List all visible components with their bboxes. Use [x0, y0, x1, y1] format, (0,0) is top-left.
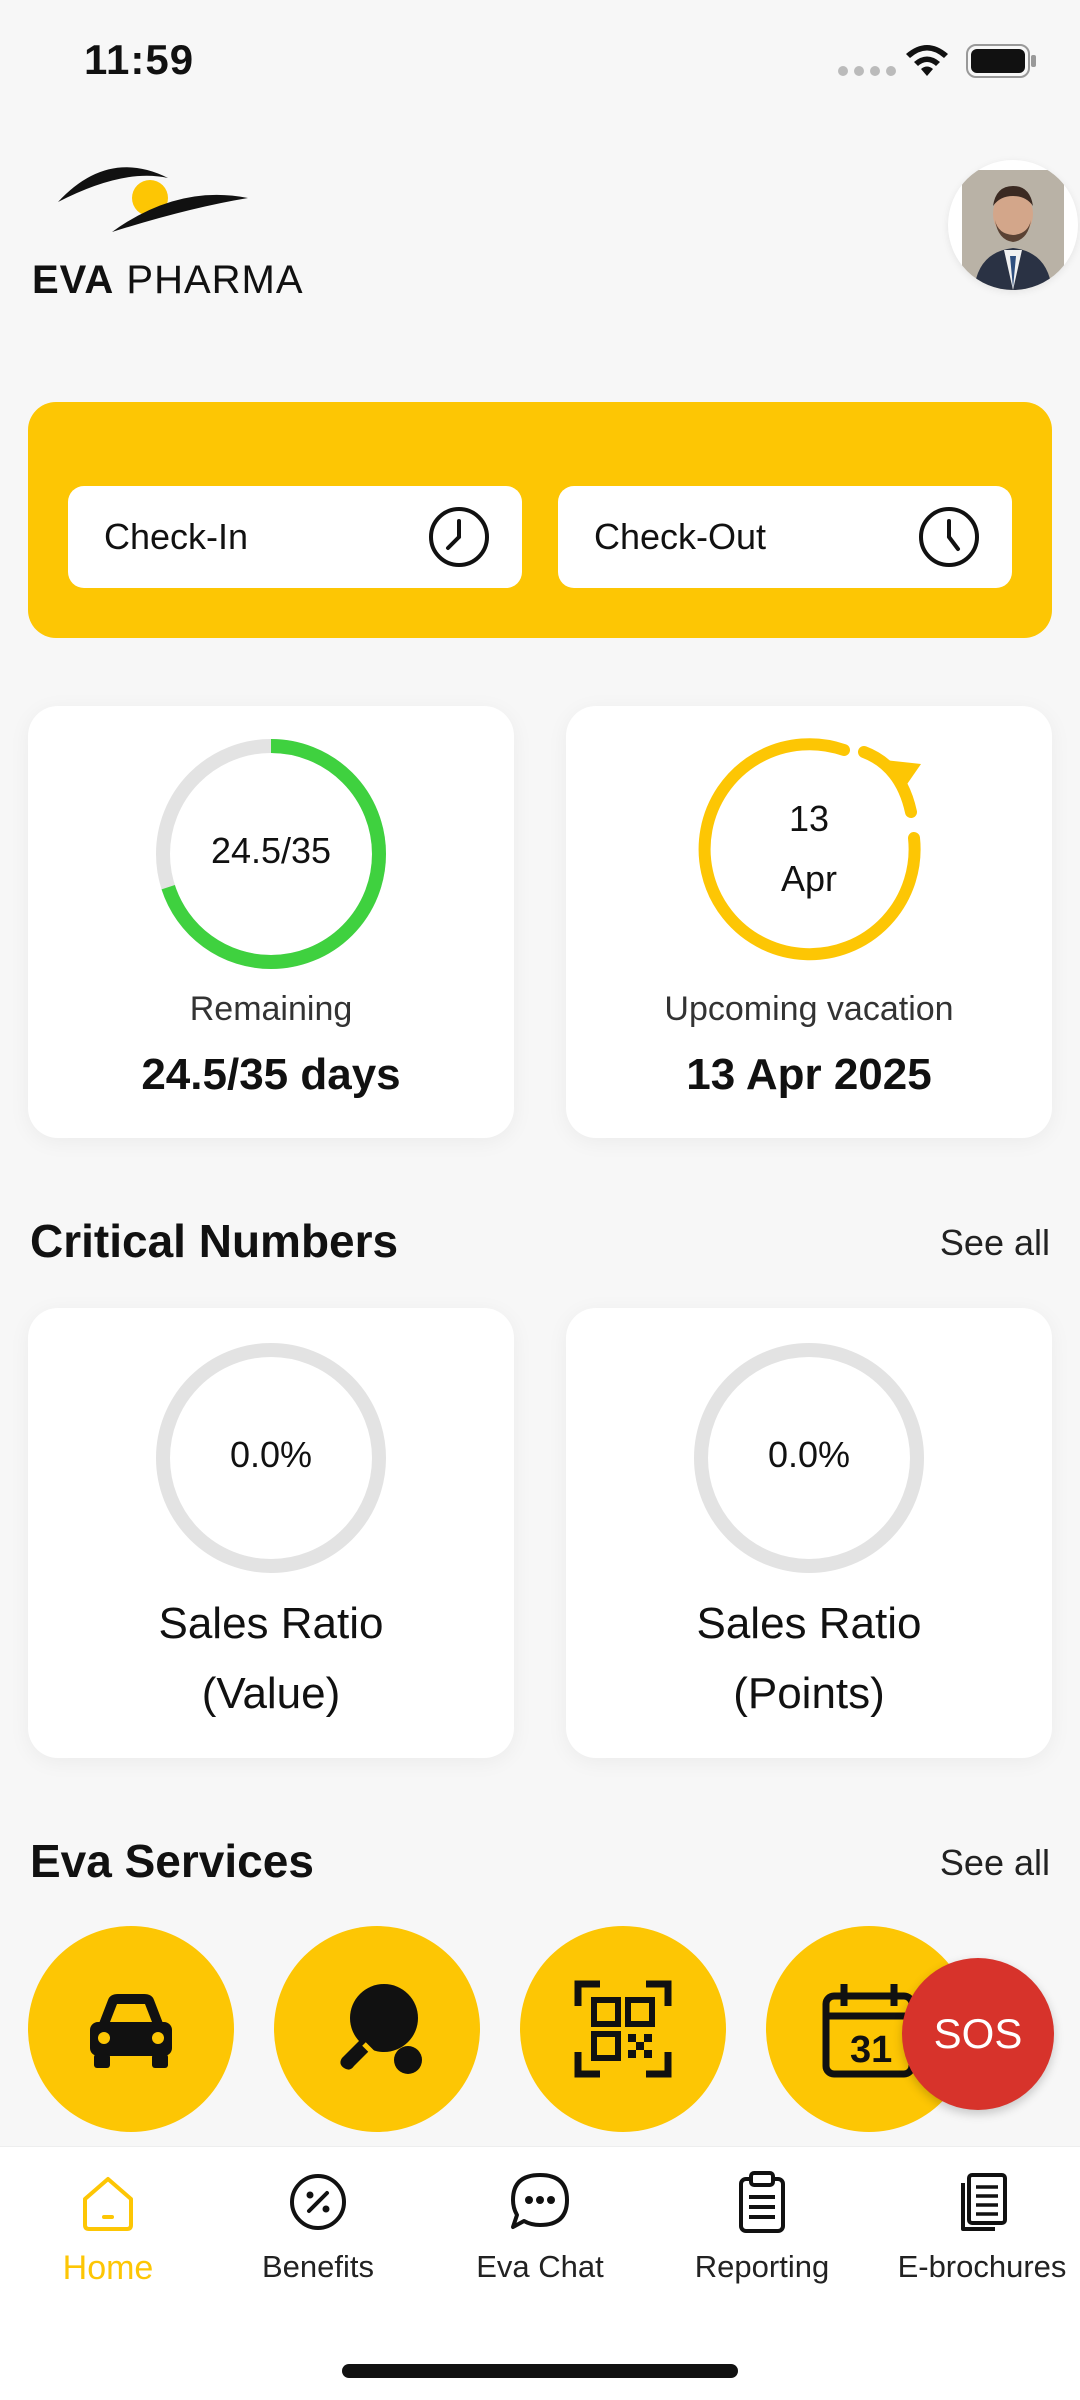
critical-numbers-see-all[interactable]: See all	[939, 1222, 1050, 1263]
remaining-value: 24.5/35 days	[141, 1050, 401, 1099]
battery-icon	[966, 44, 1036, 78]
critical-numbers-title: Critical Numbers	[30, 1215, 399, 1267]
chat-bubble-icon	[511, 2173, 569, 2229]
service-transport[interactable]	[28, 1926, 234, 2132]
signal-icon	[838, 66, 896, 76]
sales-value-percent: 0.0%	[229, 1434, 313, 1475]
nav-reporting[interactable]: Reporting	[654, 2169, 870, 2309]
nav-e-brochures[interactable]: E-brochures	[874, 2169, 1080, 2309]
upcoming-day: 13	[788, 798, 830, 839]
upcoming-label: Upcoming vacation	[664, 990, 954, 1028]
logo-wave-icon	[58, 167, 248, 232]
bottom-navigation: Home Benefits Eva Chat	[0, 2146, 1080, 2400]
documents-icon	[961, 2173, 1007, 2231]
eva-services-title: Eva Services	[30, 1835, 314, 1887]
status-bar: 11:59	[0, 0, 1080, 120]
car-icon	[90, 1994, 172, 2068]
home-icon	[83, 2177, 133, 2231]
remaining-progress-ring	[156, 739, 386, 969]
sos-button[interactable]: SOS	[902, 1958, 1054, 2110]
eva-pharma-logo: EVA PHARMA	[28, 150, 303, 302]
service-sports[interactable]	[274, 1926, 480, 2132]
upcoming-month: Apr	[780, 858, 838, 899]
check-in-label: Check-In	[104, 516, 249, 557]
avatar-photo-icon	[962, 170, 1064, 290]
nav-eva-chat[interactable]: Eva Chat	[432, 2169, 648, 2309]
sales-points-percent: 0.0%	[767, 1434, 851, 1475]
remaining-label: Remaining	[189, 990, 353, 1028]
nav-home[interactable]: Home	[0, 2169, 216, 2309]
remaining-vacation-card[interactable]: 24.5/35 Remaining 24.5/35 days	[28, 706, 514, 1138]
check-out-button[interactable]: Check-Out	[558, 486, 1012, 588]
check-in-button[interactable]: Check-In	[68, 486, 522, 588]
sales-ratio-points-card[interactable]: 0.0% Sales Ratio (Points)	[566, 1308, 1052, 1758]
sales-points-label-line1: Sales Ratio	[696, 1599, 922, 1648]
eva-services-see-all[interactable]: See all	[939, 1842, 1050, 1883]
nav-benefits-label: Benefits	[261, 2249, 374, 2284]
sales-value-ring	[156, 1343, 386, 1573]
ping-pong-icon	[340, 1984, 422, 2074]
clock-icon	[919, 507, 979, 567]
qr-code-icon	[574, 1980, 672, 2078]
refresh-circle-icon	[698, 738, 921, 961]
nav-reporting-label: Reporting	[694, 2249, 830, 2284]
remaining-ring-value: 24.5/35	[210, 830, 332, 871]
clipboard-icon	[739, 2171, 785, 2233]
nav-e-brochures-label: E-brochures	[897, 2249, 1067, 2284]
nav-home-label: Home	[62, 2249, 154, 2287]
upcoming-vacation-card[interactable]: 13 Apr Upcoming vacation 13 Apr 2025	[566, 706, 1052, 1138]
sales-ratio-value-card[interactable]: 0.0% Sales Ratio (Value)	[28, 1308, 514, 1758]
sales-value-label-line2: (Value)	[201, 1669, 341, 1718]
percent-badge-icon	[290, 2174, 346, 2230]
svg-text:31: 31	[850, 2029, 892, 2071]
attendance-banner: Check-In Check-Out	[28, 402, 1052, 638]
nav-benefits[interactable]: Benefits	[210, 2169, 426, 2309]
logo-text: EVA PHARMA	[32, 258, 304, 302]
sales-value-label-line1: Sales Ratio	[158, 1599, 384, 1648]
sales-points-ring	[694, 1343, 924, 1573]
service-qr-scan[interactable]	[520, 1926, 726, 2132]
sales-points-label-line2: (Points)	[733, 1669, 885, 1718]
calendar-31-icon: 31	[822, 1984, 916, 2078]
clock-icon	[429, 507, 489, 567]
home-indicator	[342, 2364, 738, 2378]
nav-eva-chat-label: Eva Chat	[476, 2249, 604, 2284]
upcoming-value: 13 Apr 2025	[686, 1050, 932, 1099]
wifi-icon	[906, 45, 948, 76]
profile-avatar[interactable]	[948, 160, 1078, 290]
status-time: 11:59	[84, 36, 195, 83]
check-out-label: Check-Out	[594, 516, 767, 557]
